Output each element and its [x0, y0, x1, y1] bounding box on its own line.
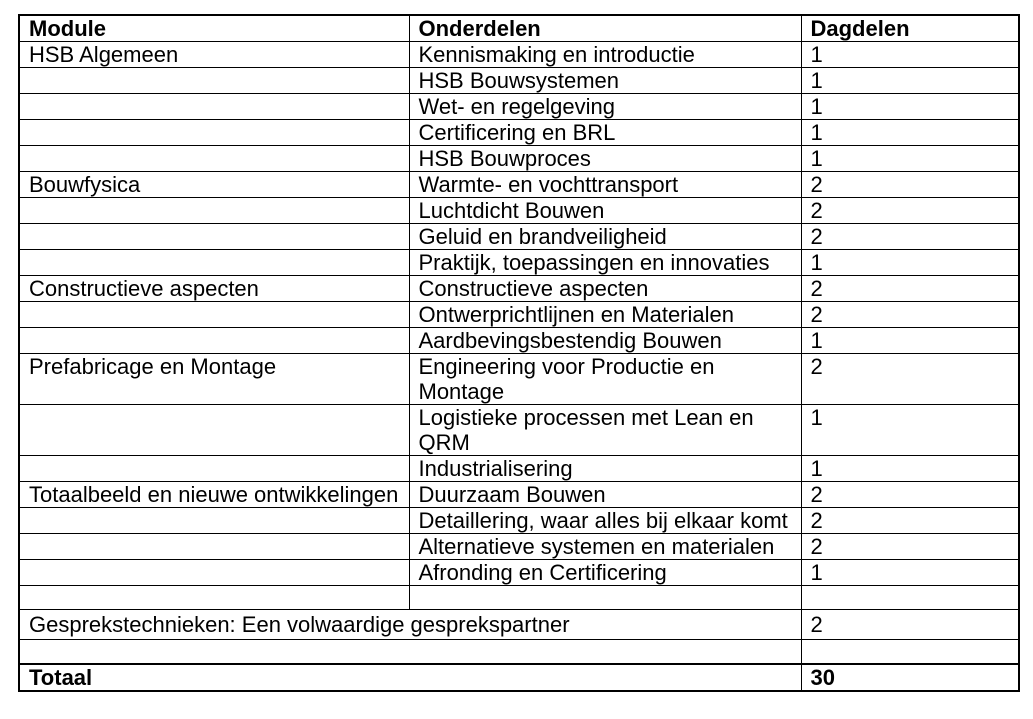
module-cell: Prefabricage en Montage — [18, 353, 410, 405]
module-cell: HSB Algemeen — [18, 41, 410, 68]
module-cell — [18, 145, 410, 172]
onderdelen-cell: Praktijk, toepassingen en innovaties — [408, 249, 802, 276]
dagdelen-cell: 2 — [800, 353, 1020, 405]
onderdelen-cell: Engineering voor Productie en Montage — [408, 353, 802, 405]
onderdelen-cell: Afronding en Certificering — [408, 559, 802, 586]
table-row: Industrialisering 1 — [18, 455, 1020, 482]
empty-row — [18, 585, 1020, 610]
dagdelen-cell: 2 — [800, 301, 1020, 328]
table-row: Aardbevingsbestendig Bouwen 1 — [18, 327, 1020, 354]
module-cell — [18, 249, 410, 276]
dagdelen-cell: 2 — [800, 609, 1020, 640]
empty-row — [18, 639, 1020, 664]
table-row: Bouwfysica Warmte- en vochttransport 2 — [18, 171, 1020, 198]
dagdelen-cell: 1 — [800, 455, 1020, 482]
dagdelen-cell: 1 — [800, 145, 1020, 172]
onderdelen-cell: Constructieve aspecten — [408, 275, 802, 302]
dagdelen-cell: 1 — [800, 41, 1020, 68]
module-cell: Bouwfysica — [18, 171, 410, 198]
onderdelen-cell: Aardbevingsbestendig Bouwen — [408, 327, 802, 354]
onderdelen-cell: Logistieke processen met Lean en QRM — [408, 404, 802, 456]
onderdelen-cell — [408, 585, 802, 610]
module-cell — [18, 404, 410, 456]
dagdelen-cell: 1 — [800, 559, 1020, 586]
module-cell: Totaalbeeld en nieuwe ontwikkelingen — [18, 481, 410, 508]
module-cell — [18, 455, 410, 482]
onderdelen-cell: Certificering en BRL — [408, 119, 802, 146]
module-cell — [18, 533, 410, 560]
module-cell — [18, 301, 410, 328]
section-label-cell — [18, 639, 802, 664]
section-row: Gesprekstechnieken: Een volwaardige gesp… — [18, 609, 1020, 640]
table-row: Certificering en BRL 1 — [18, 119, 1020, 146]
module-cell — [18, 67, 410, 94]
column-header-dagdelen: Dagdelen — [800, 14, 1020, 42]
table-row: Alternatieve systemen en materialen 2 — [18, 533, 1020, 560]
table-row: Ontwerprichtlijnen en Materialen 2 — [18, 301, 1020, 328]
dagdelen-cell — [800, 585, 1020, 610]
dagdelen-cell: 2 — [800, 481, 1020, 508]
dagdelen-cell: 1 — [800, 93, 1020, 120]
total-label-cell: Totaal — [18, 662, 802, 692]
header-row: Module Onderdelen Dagdelen — [18, 14, 1020, 42]
onderdelen-cell: Wet- en regelgeving — [408, 93, 802, 120]
module-cell: Constructieve aspecten — [18, 275, 410, 302]
dagdelen-cell: 2 — [800, 533, 1020, 560]
dagdelen-cell: 1 — [800, 404, 1020, 456]
dagdelen-cell: 1 — [800, 249, 1020, 276]
column-header-module: Module — [18, 14, 410, 42]
dagdelen-cell: 2 — [800, 507, 1020, 534]
module-cell — [18, 559, 410, 586]
module-cell — [18, 507, 410, 534]
table-row: HSB Bouwsystemen 1 — [18, 67, 1020, 94]
onderdelen-cell: Alternatieve systemen en materialen — [408, 533, 802, 560]
module-cell — [18, 223, 410, 250]
onderdelen-cell: Geluid en brandveiligheid — [408, 223, 802, 250]
table-row: HSB Algemeen Kennismaking en introductie 1 — [18, 41, 1020, 68]
onderdelen-cell: Warmte- en vochttransport — [408, 171, 802, 198]
dagdelen-cell: 2 — [800, 171, 1020, 198]
column-header-onderdelen: Onderdelen — [408, 14, 802, 42]
table-body: HSB Algemeen Kennismaking en introductie 1… — [18, 41, 1020, 692]
onderdelen-cell: Industrialisering — [408, 455, 802, 482]
dagdelen-cell: 1 — [800, 119, 1020, 146]
onderdelen-cell: Luchtdicht Bouwen — [408, 197, 802, 224]
table-row: Praktijk, toepassingen en innovaties 1 — [18, 249, 1020, 276]
module-cell — [18, 327, 410, 354]
onderdelen-cell: Ontwerprichtlijnen en Materialen — [408, 301, 802, 328]
table-row: Afronding en Certificering 1 — [18, 559, 1020, 586]
table-row: Wet- en regelgeving 1 — [18, 93, 1020, 120]
table-row: Geluid en brandveiligheid 2 — [18, 223, 1020, 250]
dagdelen-cell — [800, 639, 1020, 664]
dagdelen-cell: 1 — [800, 67, 1020, 94]
table-row: Constructieve aspecten Constructieve aspe… — [18, 275, 1020, 302]
onderdelen-cell: HSB Bouwsystemen — [408, 67, 802, 94]
onderdelen-cell: Detaillering, waar alles bij elkaar komt — [408, 507, 802, 534]
table-row: Prefabricage en Montage Engineering voor … — [18, 353, 1020, 405]
total-row: Totaal 30 — [18, 662, 1020, 692]
course-schedule-table: Module Onderdelen Dagdelen HSB Algemeen K… — [18, 14, 1020, 692]
onderdelen-cell: HSB Bouwproces — [408, 145, 802, 172]
dagdelen-cell: 2 — [800, 223, 1020, 250]
table-row: HSB Bouwproces 1 — [18, 145, 1020, 172]
module-cell — [18, 585, 410, 610]
module-cell — [18, 93, 410, 120]
total-value-cell: 30 — [800, 662, 1020, 692]
module-cell — [18, 119, 410, 146]
onderdelen-cell: Kennismaking en introductie — [408, 41, 802, 68]
onderdelen-cell: Duurzaam Bouwen — [408, 481, 802, 508]
table-row: Logistieke processen met Lean en QRM 1 — [18, 404, 1020, 456]
table-row: Luchtdicht Bouwen 2 — [18, 197, 1020, 224]
dagdelen-cell: 2 — [800, 275, 1020, 302]
dagdelen-cell: 2 — [800, 197, 1020, 224]
table-row: Totaalbeeld en nieuwe ontwikkelingen Duur… — [18, 481, 1020, 508]
dagdelen-cell: 1 — [800, 327, 1020, 354]
module-cell — [18, 197, 410, 224]
table-row: Detaillering, waar alles bij elkaar komt… — [18, 507, 1020, 534]
section-label-cell: Gesprekstechnieken: Een volwaardige gesp… — [18, 609, 802, 640]
